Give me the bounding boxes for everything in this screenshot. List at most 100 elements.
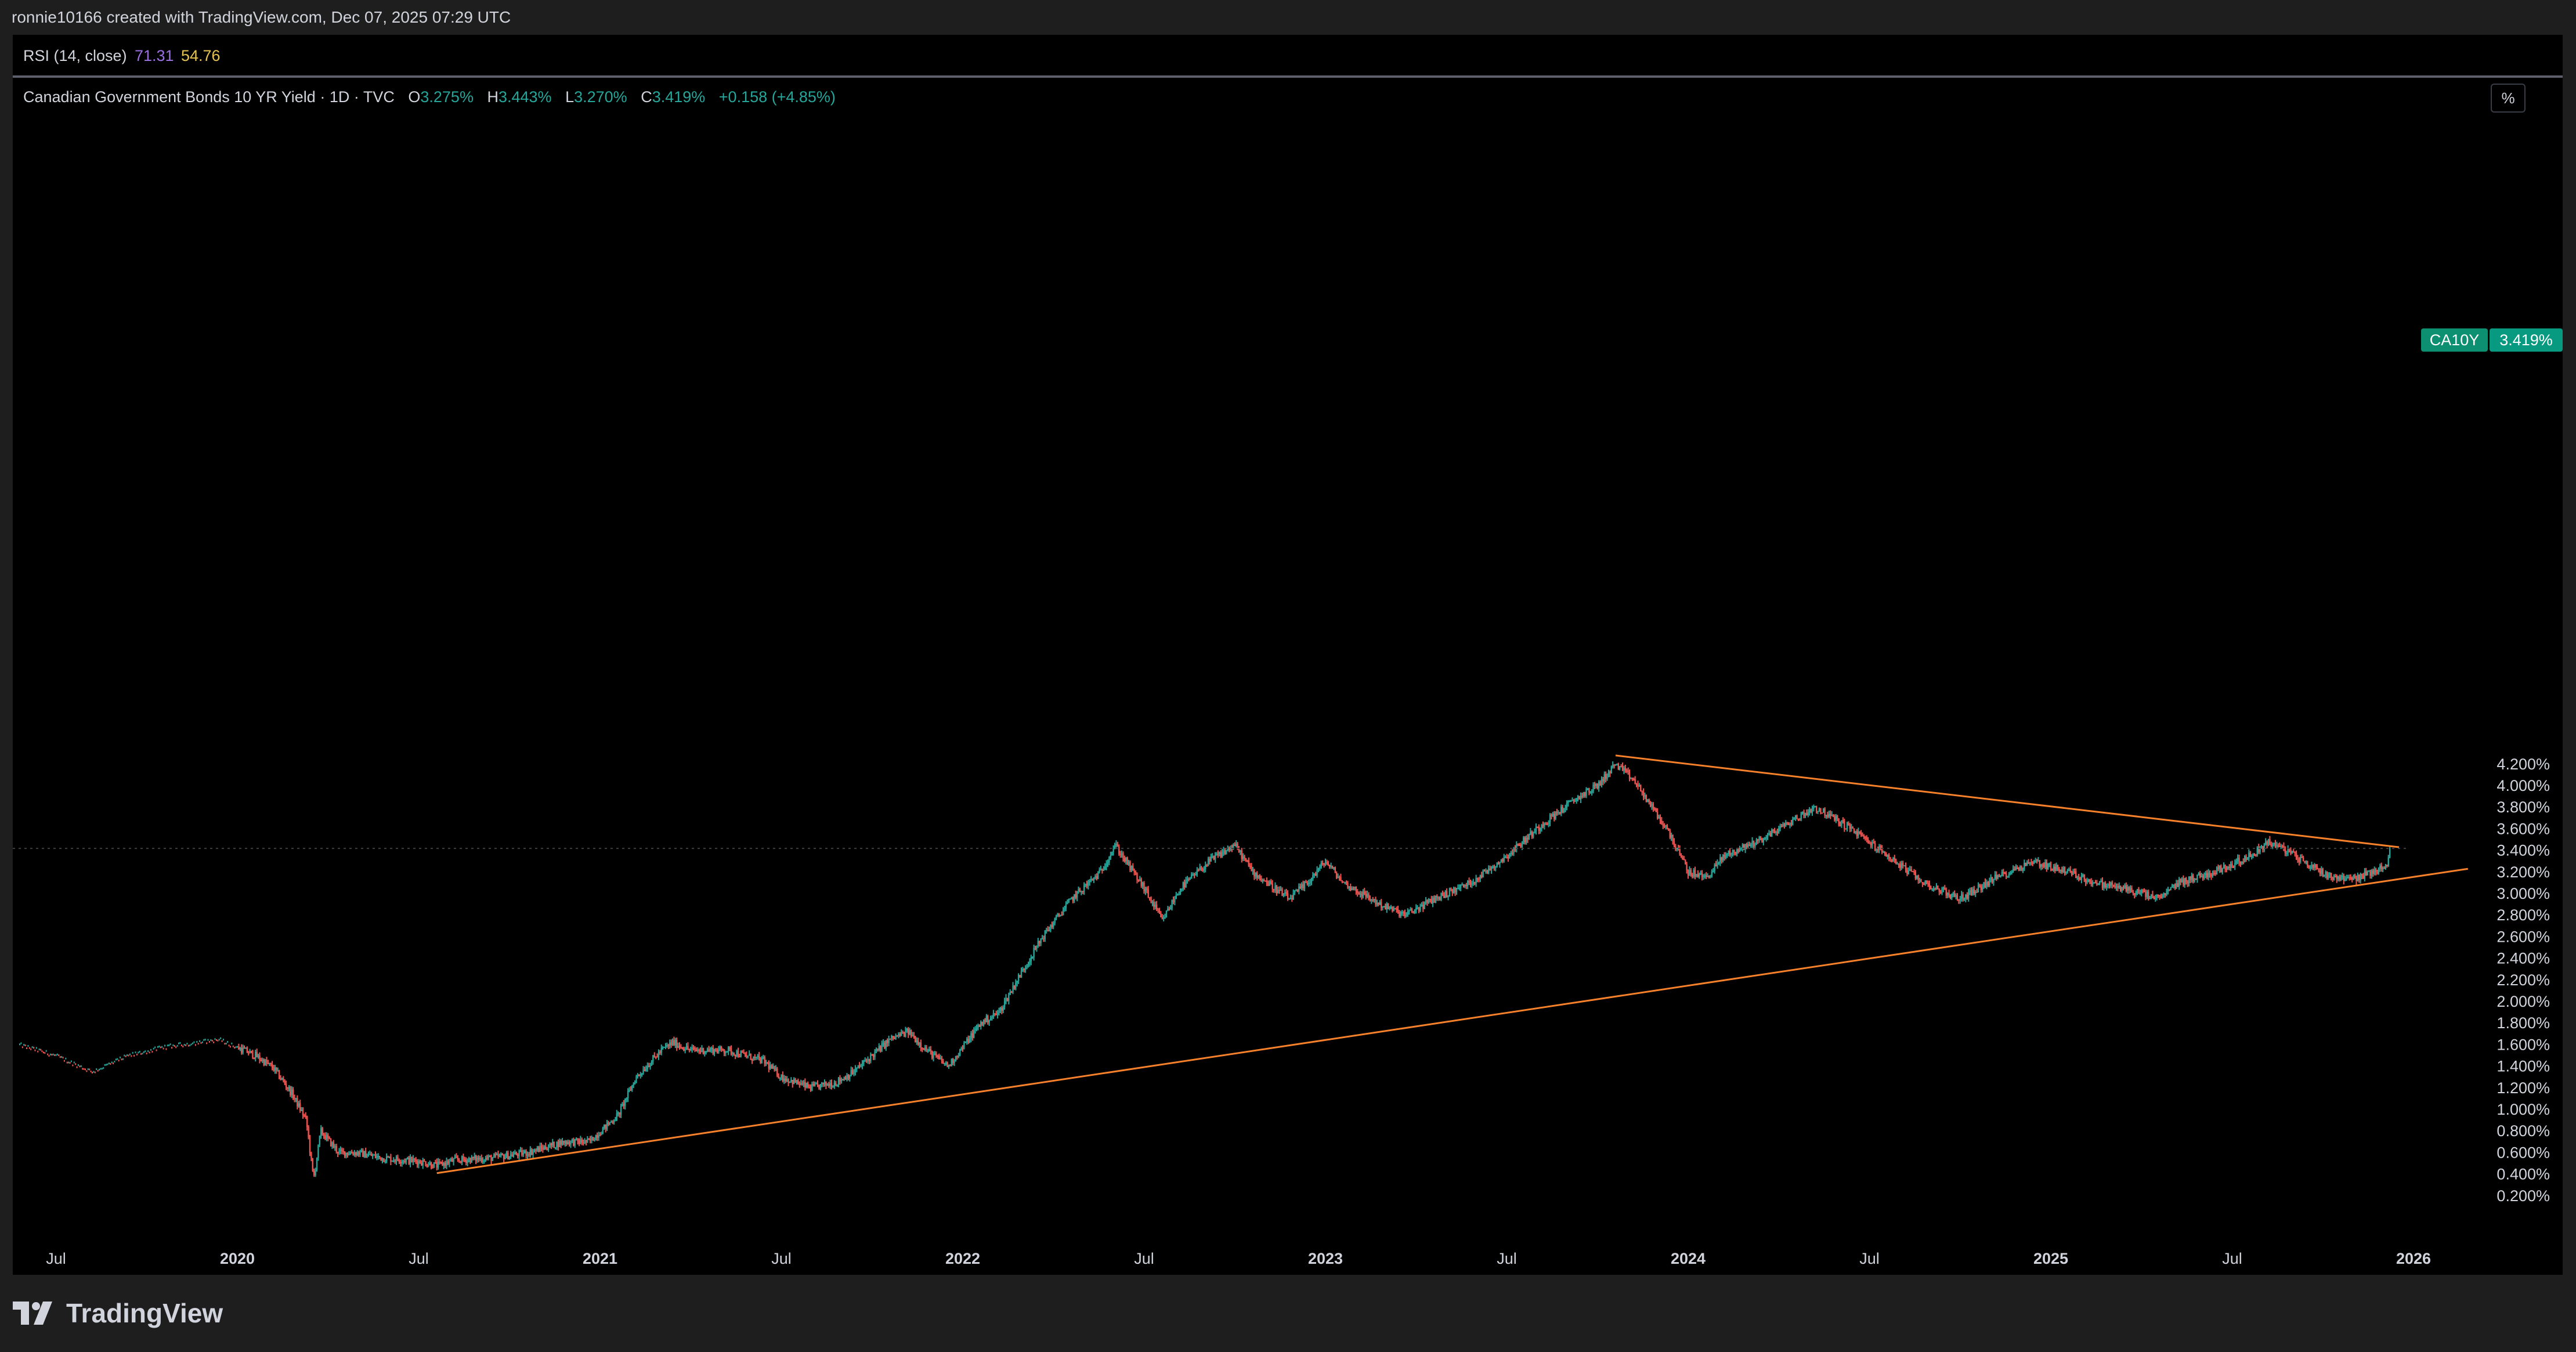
candle-body (2213, 873, 2215, 874)
candle-body (2005, 873, 2007, 876)
chart-frame[interactable]: 4.200% 4.000% 3.800% 3.600% 3.400% 3.200% 3.00… (13, 35, 2563, 1275)
candle-body (711, 1047, 713, 1050)
candle-body (976, 1028, 978, 1030)
candle (104, 1064, 106, 1066)
candle-body (1111, 852, 1113, 856)
candle-body (584, 1140, 586, 1144)
candle-body (255, 1051, 256, 1058)
candle-body (1175, 895, 1177, 899)
candle-body (1404, 912, 1406, 917)
candle (87, 1068, 89, 1071)
candle-body (1863, 836, 1865, 838)
candle-body (360, 1150, 363, 1152)
candle-body (933, 1053, 934, 1058)
candle-body (2208, 872, 2209, 878)
candle-body (2217, 867, 2219, 869)
candle-body (465, 1159, 467, 1163)
candle-body (964, 1042, 967, 1043)
candle-body (2279, 845, 2281, 847)
candle-body (946, 1062, 948, 1067)
symbol-title[interactable]: Canadian Government Bonds 10 YR Yield · … (23, 88, 395, 106)
candle-body (485, 1158, 487, 1161)
candle-body (2246, 858, 2249, 861)
candle-body (1996, 874, 1997, 879)
candle-body (734, 1055, 736, 1057)
candle-body (2245, 856, 2247, 861)
candles-layer (19, 761, 2391, 1177)
candle-body (1776, 832, 1779, 833)
candle-body (253, 1058, 255, 1060)
symbol-price-badge: CA10Y (2421, 328, 2488, 352)
candle-body (1092, 879, 1093, 881)
indicator-row[interactable]: RSI (14, close) 71.31 54.76 (13, 35, 2563, 77)
candle-body (456, 1156, 457, 1158)
candle-body (1270, 881, 1272, 884)
time-axis: Jul 2020 Jul 2021 Jul 2022 Jul 2023 Jul 2024 Jul 20… (46, 1250, 2431, 1267)
candle-body (706, 1049, 709, 1051)
candle-body (1645, 795, 1648, 802)
candle-body (2086, 881, 2088, 883)
candle-body (2323, 874, 2325, 876)
candle-body (2145, 892, 2147, 897)
candle-body (1885, 853, 1887, 857)
candle-body (1821, 812, 1823, 814)
candle-body (1189, 879, 1191, 880)
candle (90, 1070, 92, 1072)
candle-body (1136, 873, 1138, 880)
x-tick-label: 2020 (220, 1250, 255, 1267)
tradingview-logo[interactable]: TradingView (13, 1298, 223, 1328)
candle (41, 1050, 43, 1053)
candle-body (414, 1158, 416, 1160)
candle (153, 1047, 154, 1050)
candle-body (853, 1072, 855, 1074)
candle-body (1031, 957, 1034, 959)
candle-body (1492, 866, 1494, 868)
candle-body (323, 1134, 325, 1136)
candle-body (1600, 779, 1603, 786)
candle-body (474, 1156, 475, 1159)
indicator-label[interactable]: RSI (14, close) (23, 47, 127, 64)
candle-body (496, 1154, 498, 1155)
candle-body (2205, 873, 2207, 875)
candle-body (1766, 834, 1769, 837)
candle-body (656, 1056, 658, 1058)
candle-body (1326, 862, 1328, 863)
candle-body (1990, 877, 1992, 881)
candle (107, 1063, 109, 1065)
candle-body (557, 1141, 559, 1147)
candle-body (750, 1054, 752, 1060)
percent-scale-button[interactable]: % (2491, 84, 2526, 113)
candle-body (1870, 843, 1872, 846)
candle-body (1835, 816, 1837, 820)
price-chart[interactable]: 4.200%4.000%3.800%3.600%3.400%3.200%3.00… (13, 35, 2563, 1275)
candle-body (1725, 855, 1727, 858)
candle-body (1206, 865, 1208, 867)
candle-body (1595, 783, 1597, 786)
candle-body (2290, 849, 2292, 854)
candle-body (2012, 869, 2014, 872)
candle-body (1710, 876, 1711, 877)
pane-separator[interactable] (13, 75, 2563, 78)
candle-body (1747, 844, 1749, 847)
candle-body (1130, 866, 1133, 870)
candle-body (1371, 899, 1372, 901)
candle-body (956, 1056, 958, 1058)
candle-body (266, 1060, 268, 1063)
candle-body (2046, 862, 2047, 869)
candle-body (539, 1146, 541, 1152)
candle-body (2221, 869, 2223, 873)
candle-body (1822, 808, 1824, 813)
candle-body (1344, 881, 1346, 883)
candle-body (288, 1087, 290, 1089)
candle (210, 1039, 212, 1042)
candle-body (871, 1054, 873, 1056)
candle-body (2160, 896, 2162, 898)
candle-body (1621, 766, 1624, 771)
candle-body (1241, 850, 1242, 859)
candle-body (1924, 880, 1926, 885)
candle-body (2156, 895, 2158, 898)
candle-body (1365, 894, 1367, 897)
candle-body (1387, 903, 1389, 909)
candle (37, 1050, 39, 1053)
candle-body (480, 1158, 482, 1162)
